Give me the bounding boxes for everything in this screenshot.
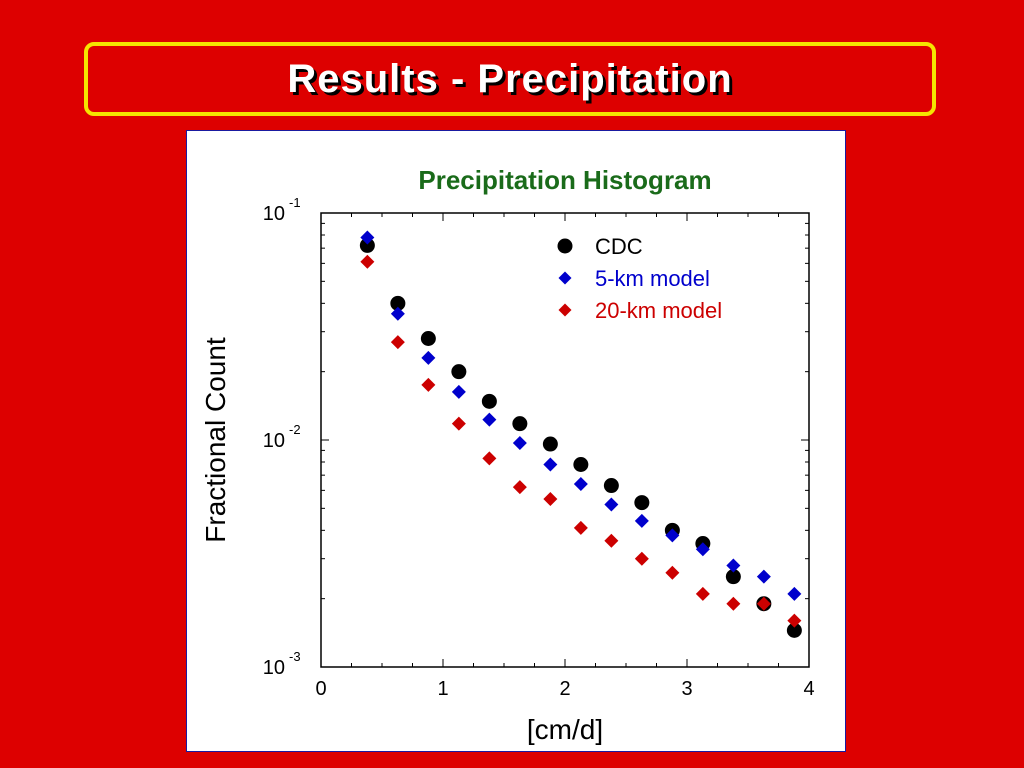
data-point-5-km-model (482, 412, 497, 427)
data-point-20-km-model (421, 377, 436, 392)
data-point-5-km-model (665, 528, 680, 543)
data-point-20-km-model (726, 596, 741, 611)
legend-marker (557, 238, 573, 254)
data-point-20-km-model (543, 491, 558, 506)
legend-label: CDC (595, 234, 643, 259)
precipitation-chart: Precipitation Histogram 0 1 2 3 410-110-210-… (200, 165, 815, 745)
data-point-20-km-model (482, 451, 497, 466)
data-point-cdc (603, 478, 619, 494)
x-tick-label: 0 (315, 678, 326, 700)
chart-title: Precipitation Histogram (418, 165, 711, 195)
data-point-20-km-model (665, 565, 680, 580)
data-point-20-km-model (512, 480, 527, 495)
data-point-20-km-model (360, 254, 375, 269)
data-point-20-km-model (695, 586, 710, 601)
data-point-cdc (451, 364, 467, 380)
data-point-cdc (420, 330, 436, 346)
y-tick-label-exponent: -1 (289, 195, 301, 210)
slide-title: Results - Precipitation (287, 56, 733, 101)
data-point-20-km-model (634, 551, 649, 566)
y-tick-label-base: 10 (263, 657, 285, 679)
data-point-5-km-model (360, 230, 375, 245)
legend-label: 5-km model (595, 266, 710, 291)
data-point-20-km-model (787, 613, 802, 628)
y-tick-label-base: 10 (263, 203, 285, 225)
data-point-5-km-model (695, 542, 710, 557)
data-point-20-km-model (756, 596, 771, 611)
data-point-5-km-model (787, 586, 802, 601)
plot-area-frame (320, 212, 810, 668)
data-point-cdc (542, 436, 558, 452)
y-tick-label-exponent: -2 (289, 422, 301, 437)
data-point-5-km-model (634, 513, 649, 528)
data-point-5-km-model (726, 558, 741, 573)
data-point-cdc (390, 295, 406, 311)
x-tick-label: 3 (681, 678, 692, 700)
data-point-cdc (512, 416, 528, 432)
data-point-5-km-model (512, 436, 527, 451)
x-tick-label: 1 (437, 678, 448, 700)
data-point-5-km-model (604, 497, 619, 512)
data-point-5-km-model (421, 350, 436, 365)
data-point-5-km-model (573, 476, 588, 491)
data-point-cdc (634, 495, 650, 511)
data-point-20-km-model (573, 520, 588, 535)
data-point-cdc (573, 456, 589, 472)
data-point-5-km-model (756, 569, 771, 584)
data-point-5-km-model (451, 384, 466, 399)
data-point-cdc (481, 393, 497, 409)
legend-marker (558, 271, 572, 285)
data-point-5-km-model (390, 306, 405, 321)
data-point-20-km-model (604, 533, 619, 548)
data-point-20-km-model (451, 416, 466, 431)
data-point-cdc (725, 569, 741, 585)
legend-marker (558, 303, 572, 317)
data-point-cdc (786, 622, 802, 638)
x-tick-label: 2 (559, 678, 570, 700)
y-tick-label-exponent: -3 (289, 649, 301, 664)
legend-label: 20-km model (595, 298, 722, 323)
y-tick-label-base: 10 (263, 430, 285, 452)
x-tick-label: 4 (803, 678, 814, 700)
data-point-cdc (359, 237, 375, 253)
data-point-20-km-model (390, 335, 405, 350)
data-point-5-km-model (543, 457, 558, 472)
chart-panel: Precipitation Histogram 0 1 2 3 4 10 -1 10 -2 10-… (186, 130, 846, 752)
y-axis-label: Fractional Count (200, 337, 231, 543)
slide-title-box: Results - Precipitation (84, 42, 936, 116)
x-axis-label: [cm/d] (527, 714, 603, 745)
